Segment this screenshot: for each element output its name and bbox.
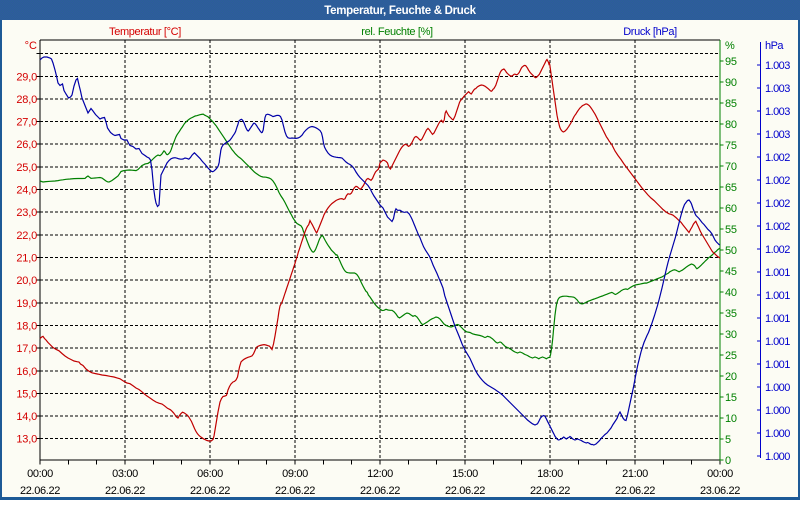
svg-text:0: 0 — [725, 455, 731, 467]
svg-text:65: 65 — [725, 182, 737, 194]
svg-text:06:00: 06:00 — [197, 468, 223, 480]
svg-text:1.003: 1.003 — [765, 83, 790, 95]
svg-text:75: 75 — [725, 140, 737, 152]
svg-text:25,0: 25,0 — [16, 162, 37, 174]
svg-text:00:00: 00:00 — [27, 468, 53, 480]
svg-text:1.001: 1.001 — [765, 359, 790, 371]
svg-text:24,0: 24,0 — [16, 185, 37, 197]
svg-text:15: 15 — [725, 392, 737, 404]
svg-text:1.000: 1.000 — [765, 451, 790, 463]
svg-text:50: 50 — [725, 245, 737, 257]
svg-text:1.001: 1.001 — [765, 290, 790, 302]
svg-text:hPa: hPa — [765, 40, 784, 52]
svg-text:70: 70 — [725, 161, 737, 173]
svg-text:40: 40 — [725, 287, 737, 299]
svg-text:1.002: 1.002 — [765, 221, 790, 233]
svg-text:27,0: 27,0 — [16, 117, 37, 129]
svg-text:rel. Feuchte [%]: rel. Feuchte [%] — [361, 26, 433, 38]
svg-text:18,0: 18,0 — [16, 321, 37, 333]
svg-text:03:00: 03:00 — [112, 468, 138, 480]
svg-text:10: 10 — [725, 413, 737, 425]
svg-text:80: 80 — [725, 119, 737, 131]
svg-text:14,0: 14,0 — [16, 411, 37, 423]
svg-text:20,0: 20,0 — [16, 275, 37, 287]
svg-text:15,0: 15,0 — [16, 388, 37, 400]
svg-text:Temperatur [°C]: Temperatur [°C] — [109, 26, 181, 38]
svg-text:22.06.22: 22.06.22 — [615, 485, 655, 497]
svg-text:85: 85 — [725, 98, 737, 110]
svg-text:60: 60 — [725, 203, 737, 215]
svg-text:26,0: 26,0 — [16, 139, 37, 151]
svg-text:22.06.22: 22.06.22 — [530, 485, 570, 497]
svg-text:22.06.22: 22.06.22 — [20, 485, 60, 497]
svg-text:1.002: 1.002 — [765, 198, 790, 210]
svg-text:00:00: 00:00 — [707, 468, 733, 480]
svg-text:22.06.22: 22.06.22 — [360, 485, 400, 497]
svg-text:28,0: 28,0 — [16, 94, 37, 106]
svg-text:5: 5 — [725, 434, 731, 446]
svg-text:22,0: 22,0 — [16, 230, 37, 242]
svg-text:20: 20 — [725, 371, 737, 383]
svg-text:22.06.22: 22.06.22 — [445, 485, 485, 497]
svg-text:13,0: 13,0 — [16, 434, 37, 446]
svg-text:45: 45 — [725, 266, 737, 278]
svg-text:1.001: 1.001 — [765, 267, 790, 279]
svg-text:1.000: 1.000 — [765, 428, 790, 440]
svg-text:%: % — [725, 40, 735, 52]
svg-text:16,0: 16,0 — [16, 366, 37, 378]
svg-text:21:00: 21:00 — [622, 468, 648, 480]
svg-text:25: 25 — [725, 350, 737, 362]
svg-text:°C: °C — [25, 40, 37, 52]
svg-text:1.003: 1.003 — [765, 60, 790, 72]
svg-text:18:00: 18:00 — [537, 468, 563, 480]
svg-text:Druck [hPa]: Druck [hPa] — [623, 26, 677, 38]
svg-text:15:00: 15:00 — [452, 468, 478, 480]
svg-text:23.06.22: 23.06.22 — [700, 485, 740, 497]
svg-text:1.001: 1.001 — [765, 313, 790, 325]
svg-text:1.002: 1.002 — [765, 175, 790, 187]
svg-text:1.002: 1.002 — [765, 244, 790, 256]
svg-text:1.002: 1.002 — [765, 152, 790, 164]
svg-text:30: 30 — [725, 329, 737, 341]
svg-text:1.001: 1.001 — [765, 336, 790, 348]
svg-text:1.003: 1.003 — [765, 106, 790, 118]
svg-text:17,0: 17,0 — [16, 343, 37, 355]
svg-text:23,0: 23,0 — [16, 207, 37, 219]
svg-text:21,0: 21,0 — [16, 253, 37, 265]
svg-text:90: 90 — [725, 77, 737, 89]
svg-text:12:00: 12:00 — [367, 468, 393, 480]
svg-text:22.06.22: 22.06.22 — [105, 485, 145, 497]
svg-text:22.06.22: 22.06.22 — [190, 485, 230, 497]
svg-text:29,0: 29,0 — [16, 71, 37, 83]
svg-text:Temperatur, Feuchte & Druck: Temperatur, Feuchte & Druck — [324, 5, 476, 17]
svg-text:1.000: 1.000 — [765, 405, 790, 417]
svg-text:35: 35 — [725, 308, 737, 320]
svg-text:19,0: 19,0 — [16, 298, 37, 310]
svg-text:22.06.22: 22.06.22 — [275, 485, 315, 497]
svg-text:95: 95 — [725, 56, 737, 68]
svg-text:1.000: 1.000 — [765, 382, 790, 394]
svg-text:1.003: 1.003 — [765, 129, 790, 141]
svg-text:55: 55 — [725, 224, 737, 236]
svg-text:09:00: 09:00 — [282, 468, 308, 480]
